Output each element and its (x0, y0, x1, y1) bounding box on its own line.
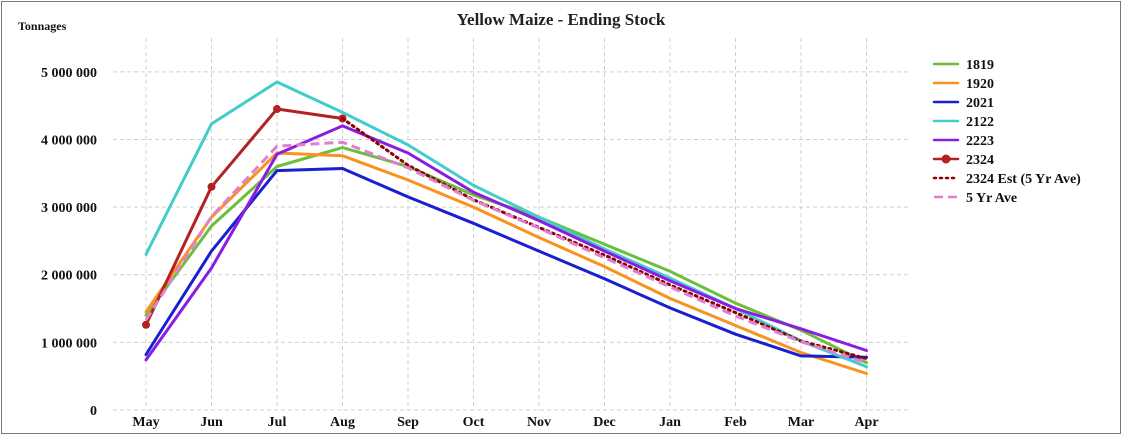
series-2021 (144, 167, 868, 359)
data-point (207, 182, 216, 191)
y-tick-label: 5 000 000 (41, 66, 97, 81)
legend-label: 2021 (966, 96, 994, 111)
chart-title: Yellow Maize - Ending Stock (457, 10, 666, 29)
x-tick-label: Jan (659, 415, 681, 430)
legend-marker (941, 154, 951, 164)
legend-label: 1920 (966, 77, 994, 92)
x-tick-label: Jul (268, 415, 287, 430)
x-tick-label: Mar (788, 415, 814, 430)
legend-label: 2324 (966, 153, 994, 168)
series-line (144, 80, 868, 369)
x-tick-label: Nov (527, 415, 551, 430)
y-tick-label: 3 000 000 (41, 201, 97, 216)
y-tick-label: 2 000 000 (41, 269, 97, 284)
y-tick-label: 1 000 000 (41, 336, 97, 351)
x-tick-label: Apr (854, 415, 878, 430)
series-line (144, 107, 344, 327)
x-tick-label: Sep (397, 415, 419, 430)
legend-entry: 1920 (932, 77, 994, 92)
series-line (144, 167, 868, 359)
legend-label: 5 Yr Ave (966, 191, 1017, 206)
x-tick-label: May (132, 415, 159, 430)
legend-entry: 2324 Est (5 Yr Ave) (932, 172, 1081, 187)
axes: 0 1 000 000 2 000 000 3 000 000 4 000 000 5 0… (41, 66, 879, 430)
data-point (142, 320, 150, 329)
legend-entry: 5 Yr Ave (934, 191, 1017, 206)
y-tick-label: 0 (90, 404, 97, 419)
legend-label: 2122 (966, 115, 994, 130)
legend-entry: 1819 (932, 58, 994, 73)
data-point (273, 105, 281, 114)
y-tick-label: 4 000 000 (41, 133, 97, 148)
series-line (144, 124, 868, 362)
series-layer (142, 80, 868, 375)
x-tick-label: Oct (463, 415, 485, 430)
series-line (144, 140, 867, 365)
x-tick-label: Feb (724, 415, 747, 430)
series-2122 (144, 80, 868, 369)
x-tick-label: Aug (330, 415, 355, 430)
series-2223 (144, 124, 868, 362)
legend-label: 2324 Est (5 Yr Ave) (966, 172, 1081, 187)
x-tick-label: Dec (593, 415, 616, 430)
legend-entry: 2021 (932, 96, 994, 111)
series-line (144, 146, 868, 365)
legend-label: 2223 (966, 134, 994, 149)
series-line (144, 151, 868, 375)
legend-entry: 2122 (932, 115, 994, 130)
legend: 1819 1920 2021 2122 2223 2324 2324 Est (5 Yr A… (932, 58, 1081, 206)
series-5-yr-ave (144, 140, 867, 365)
legend-entry: 2223 (932, 134, 994, 149)
x-tick-label: Jun (200, 415, 223, 430)
legend-label: 1819 (966, 58, 994, 73)
legend-entry: 2324 (932, 153, 994, 168)
series-1920 (144, 151, 868, 375)
series-1819 (144, 146, 868, 365)
y-axis-label: Tonnages (18, 19, 67, 33)
